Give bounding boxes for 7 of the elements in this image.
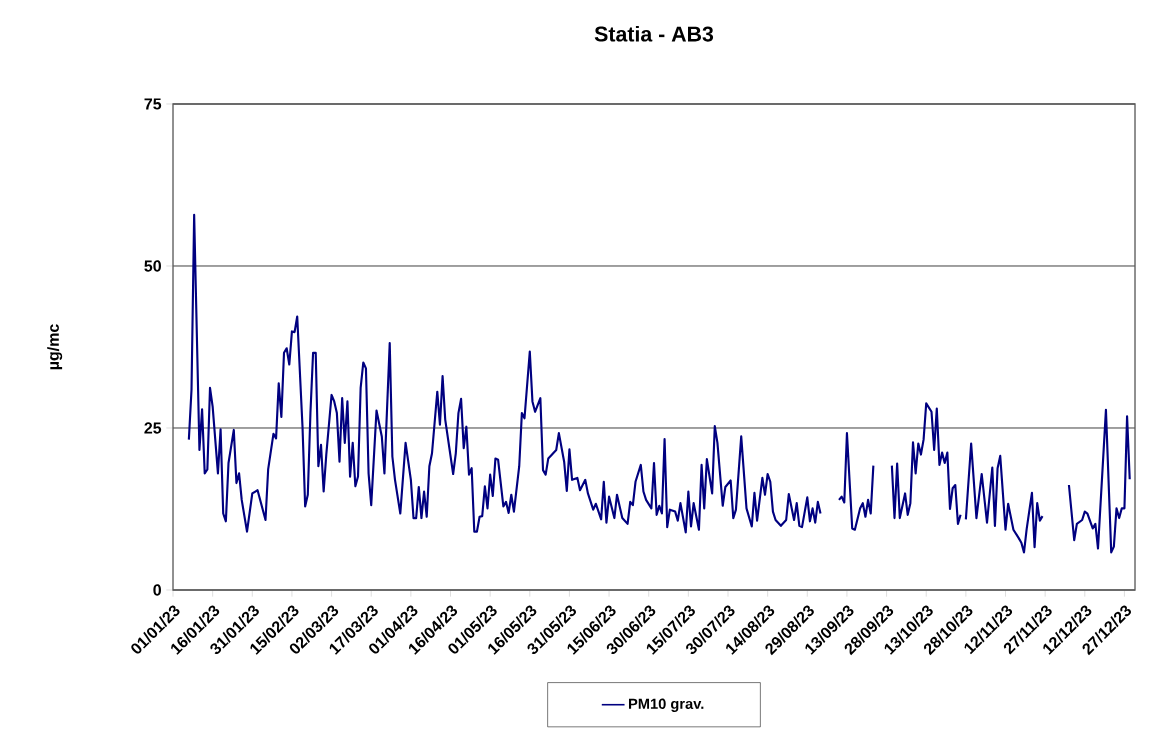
y-tick-label: 50	[144, 260, 161, 272]
y-tick-label: 0	[153, 584, 161, 596]
y-tick-label: 75	[144, 98, 162, 110]
legend-label: PM10 grav.	[628, 698, 704, 712]
y-axis-title: µg/mc	[47, 324, 63, 370]
y-tick-label: 25	[144, 422, 162, 434]
chart-title: Statia - AB3	[594, 25, 714, 42]
